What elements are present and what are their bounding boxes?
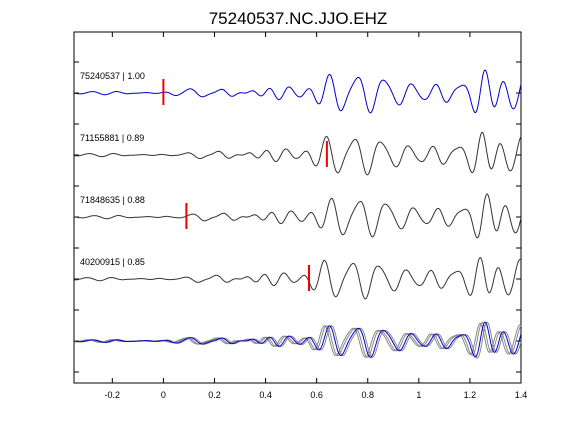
trace-label: 71848635 | 0.88: [80, 195, 145, 205]
x-tick-label: 0.2: [208, 390, 221, 400]
trace-line: [73, 256, 522, 300]
x-tick-label: 0.4: [259, 390, 272, 400]
x-tick-label: 0: [161, 390, 166, 400]
stacked-traces: [73, 321, 522, 359]
x-tick-label: 0.6: [310, 390, 323, 400]
trace-label: 75240537 | 1.00: [80, 71, 145, 81]
trace-label: 40200915 | 0.85: [80, 257, 145, 267]
stack-trace-line: [74, 322, 522, 358]
x-tick-label: 1.2: [464, 390, 477, 400]
chart-title: 75240537.NC.JJO.EHZ: [209, 9, 388, 28]
x-axis: -0.2 0 0.2 0.4 0.6 0.8 1 1.2 1.4: [105, 32, 528, 400]
x-tick-label: -0.2: [105, 390, 121, 400]
trace-line: [73, 131, 522, 176]
trace-line: [73, 69, 522, 114]
trace-line: [73, 193, 522, 239]
x-tick-label: 0.8: [361, 390, 374, 400]
trace-group: 75240537 | 1.00 71155881 | 0.89 71848635 |…: [73, 69, 522, 300]
trace-label: 71155881 | 0.89: [80, 133, 144, 143]
x-tick-label: 1.4: [515, 390, 528, 400]
stack-master-line: [74, 321, 522, 358]
x-tick-label: 1: [416, 390, 421, 400]
plot-frame: [73, 31, 522, 384]
